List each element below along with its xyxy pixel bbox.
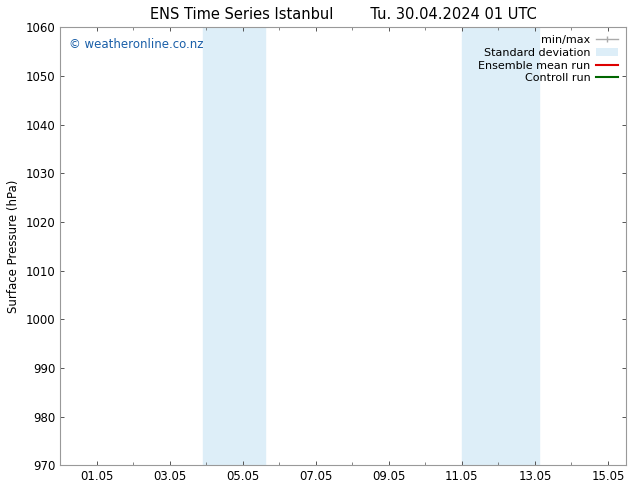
Text: © weatheronline.co.nz: © weatheronline.co.nz [68,38,203,51]
Title: ENS Time Series Istanbul        Tu. 30.04.2024 01 UTC: ENS Time Series Istanbul Tu. 30.04.2024 … [150,7,536,22]
Legend: min/max, Standard deviation, Ensemble mean run, Controll run: min/max, Standard deviation, Ensemble me… [476,33,621,86]
Bar [462,27,538,465]
Y-axis label: Surface Pressure (hPa): Surface Pressure (hPa) [7,179,20,313]
Bar [202,27,264,465]
